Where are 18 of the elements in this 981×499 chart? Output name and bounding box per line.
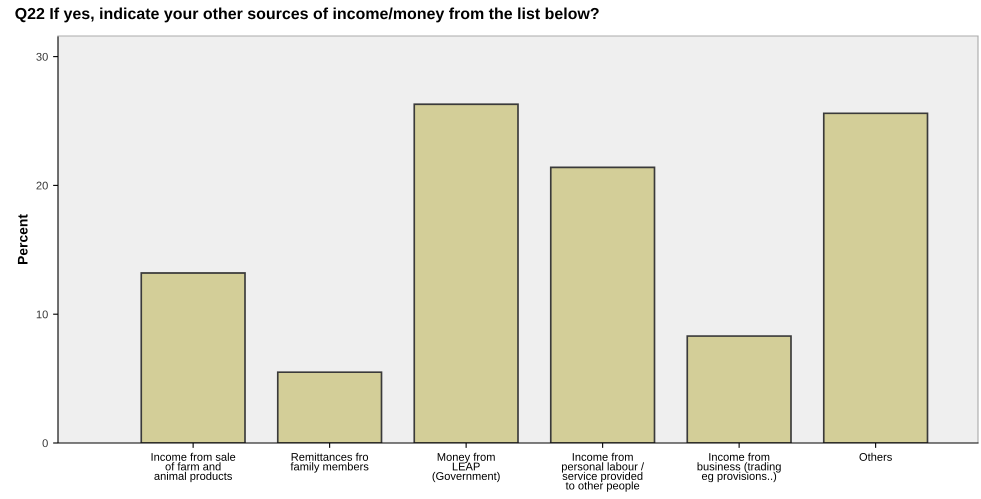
bar — [140, 272, 246, 443]
x-tick-label: Income from business (trading eg provisions..) — [698, 452, 781, 482]
bar — [686, 335, 792, 443]
x-tick-label: Income from personal labour / service provided to other people — [562, 452, 644, 492]
bar — [822, 112, 928, 443]
y-tick-label: 30 — [36, 52, 48, 61]
bar — [276, 371, 382, 443]
chart-title: Q22 If yes, indicate your other sources of income/money from the list below? — [15, 7, 599, 22]
x-tick-label: Money from LEAP (Government) — [432, 452, 500, 482]
x-tick-label: Remittances fro family members — [290, 452, 368, 473]
bar — [413, 103, 519, 443]
bar — [550, 166, 656, 443]
y-tick-label: 20 — [36, 182, 48, 190]
y-tick-label: 0 — [42, 439, 48, 448]
x-tick-label: Income from sale of farm and animal products — [152, 452, 236, 482]
y-tick-label: 10 — [36, 310, 48, 318]
y-axis-title: Percent — [18, 214, 28, 264]
x-tick-label: Others — [859, 452, 892, 461]
